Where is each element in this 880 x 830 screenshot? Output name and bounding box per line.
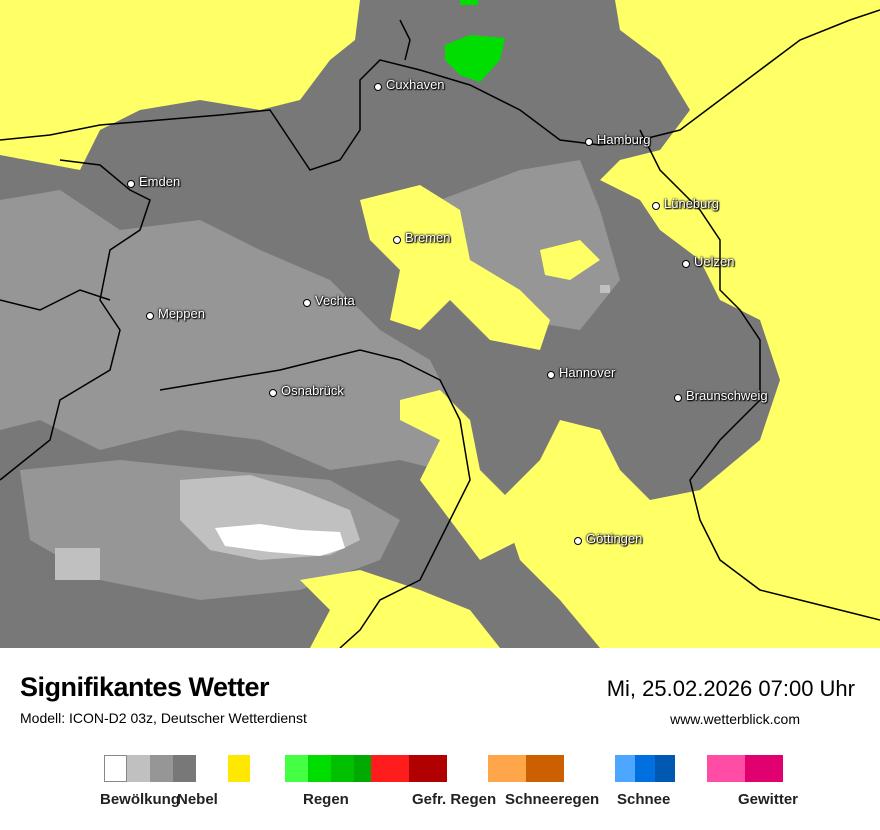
city-label: Bremen <box>405 230 451 245</box>
city-label: Hamburg <box>597 132 651 147</box>
rain-area <box>445 35 505 82</box>
legend-swatch <box>228 755 250 782</box>
legend-swatch-group <box>488 755 564 782</box>
city-label: Uelzen <box>694 254 735 269</box>
legend-swatch <box>173 755 196 782</box>
city-marker-icon <box>585 138 593 146</box>
legend-swatch <box>150 755 173 782</box>
city-marker-icon <box>269 389 277 397</box>
city-label: Hannover <box>559 365 616 380</box>
legend-swatch <box>615 755 635 782</box>
city-label: Meppen <box>158 306 205 321</box>
city-marker-icon <box>674 394 682 402</box>
clear-sky-area <box>215 524 345 556</box>
legend-swatch <box>488 755 526 782</box>
legend-swatch <box>409 755 447 782</box>
legend-swatch <box>655 755 675 782</box>
legend-swatch <box>285 755 308 782</box>
legend-label: Schneeregen <box>505 791 600 808</box>
legend-label: Nebel <box>177 791 218 808</box>
model-info: Modell: ICON-D2 03z, Deutscher Wetterdie… <box>20 710 307 726</box>
legend-label: Gewitter <box>738 791 799 808</box>
city-marker-icon <box>393 236 401 244</box>
city-label: Osnabrück <box>281 383 344 398</box>
city-label: Braunschweig <box>686 388 768 403</box>
city-label: Cuxhaven <box>386 77 445 92</box>
legend-swatch <box>308 755 331 782</box>
legend-label: Gefr. Regen <box>412 791 497 808</box>
city-label: Vechta <box>315 293 355 308</box>
city-marker-icon <box>374 83 382 91</box>
legend-swatch-group <box>228 755 250 782</box>
legend-swatch <box>371 755 409 782</box>
website-link[interactable]: www.wetterblick.com <box>670 711 800 727</box>
legend-swatch <box>635 755 655 782</box>
legend-swatch-group <box>707 755 783 782</box>
legend-label: Schnee <box>617 791 671 808</box>
city-label: Göttingen <box>586 531 643 546</box>
city-marker-icon <box>682 260 690 268</box>
city-marker-icon <box>547 371 555 379</box>
legend-swatch-group <box>371 755 447 782</box>
city-marker-icon <box>127 180 135 188</box>
legend-swatch <box>707 755 745 782</box>
coastlines-borders <box>0 9 880 648</box>
city-label: Emden <box>139 174 181 189</box>
city-marker-icon <box>574 537 582 545</box>
legend-label: Bewölkung <box>100 791 181 808</box>
legend-swatch <box>331 755 354 782</box>
legend-swatch <box>127 755 150 782</box>
city-marker-icon <box>652 202 660 210</box>
city-label: Lüneburg <box>664 196 719 211</box>
city-marker-icon <box>303 299 311 307</box>
map-title: Signifikantes Wetter <box>20 672 270 702</box>
legend-label: Regen <box>303 791 349 808</box>
legend-swatch-group <box>104 755 196 782</box>
forecast-datetime: Mi, 25.02.2026 07:00 Uhr <box>606 676 855 701</box>
legend-swatch <box>104 755 127 782</box>
legend-swatch <box>745 755 783 782</box>
significant-weather-map <box>0 0 880 648</box>
legend-swatch-group <box>615 755 675 782</box>
legend-swatch <box>526 755 564 782</box>
legend-swatch-group <box>285 755 377 782</box>
city-marker-icon <box>146 312 154 320</box>
